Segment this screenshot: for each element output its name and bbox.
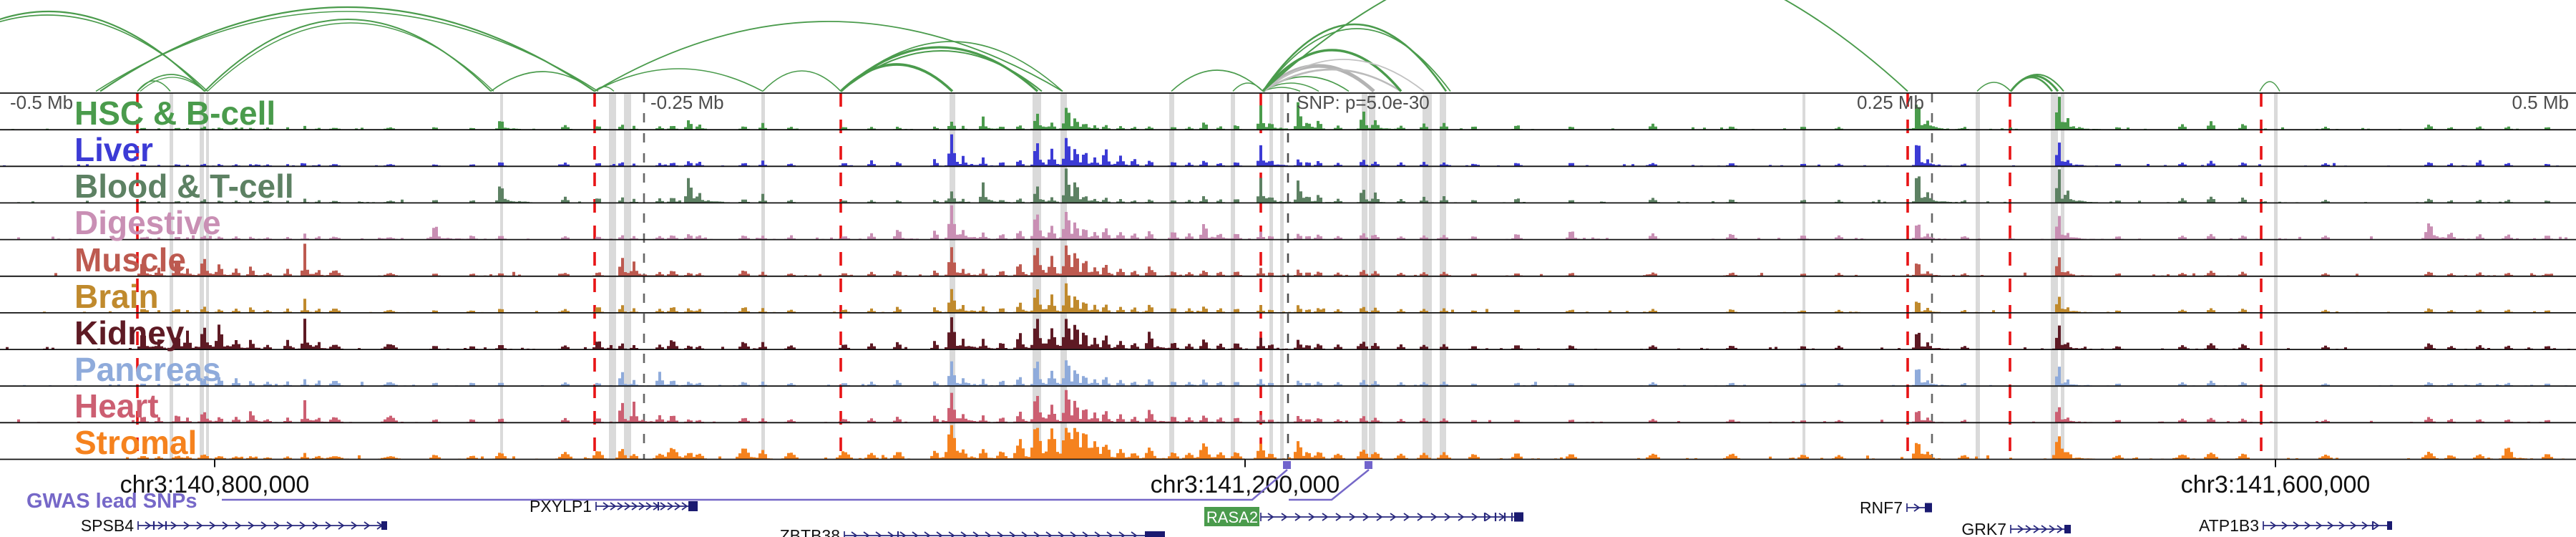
svg-text:Digestive: Digestive <box>74 204 221 241</box>
svg-text:SNP: p=5.0e-30: SNP: p=5.0e-30 <box>1297 92 1430 113</box>
svg-text:ZBTB38: ZBTB38 <box>780 526 840 537</box>
svg-text:Brain: Brain <box>74 278 159 315</box>
svg-text:chr3:141,200,000: chr3:141,200,000 <box>1151 471 1340 498</box>
svg-text:Stromal: Stromal <box>74 424 197 461</box>
svg-text:GRK7: GRK7 <box>1961 520 2006 537</box>
svg-text:-0.5 Mb: -0.5 Mb <box>10 92 73 113</box>
svg-text:RNF7: RNF7 <box>1860 498 1903 517</box>
svg-text:GWAS lead SNPs: GWAS lead SNPs <box>26 490 197 513</box>
svg-text:Liver: Liver <box>74 131 153 168</box>
svg-text:Kidney: Kidney <box>74 314 185 352</box>
svg-text:Pancreas: Pancreas <box>74 351 221 388</box>
svg-text:chr3:140,800,000: chr3:140,800,000 <box>120 471 310 498</box>
svg-text:0.5 Mb: 0.5 Mb <box>2512 92 2570 113</box>
svg-text:-0.25 Mb: -0.25 Mb <box>650 92 724 113</box>
svg-text:PXYLP1: PXYLP1 <box>530 497 592 516</box>
svg-text:HSC & B-cell: HSC & B-cell <box>74 95 275 132</box>
svg-text:Blood & T-cell: Blood & T-cell <box>74 168 294 205</box>
svg-text:ATP1B3: ATP1B3 <box>2199 516 2259 535</box>
svg-text:0.25 Mb: 0.25 Mb <box>1857 92 1924 113</box>
svg-text:SPSB4: SPSB4 <box>81 516 134 535</box>
svg-text:RASA2: RASA2 <box>1206 508 1258 526</box>
svg-text:chr3:141,600,000: chr3:141,600,000 <box>2181 471 2371 498</box>
svg-text:Heart: Heart <box>74 387 159 425</box>
svg-text:Muscle: Muscle <box>74 241 186 279</box>
